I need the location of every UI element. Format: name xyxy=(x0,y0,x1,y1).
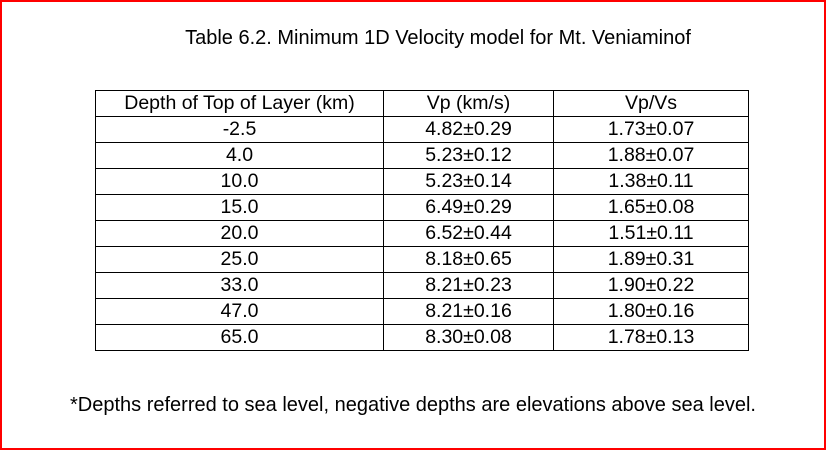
header-depth: Depth of Top of Layer (km) xyxy=(95,90,384,117)
cell-vp-vs: 1.88±0.07 xyxy=(553,142,749,169)
table-row: 15.0 6.49±0.29 1.65±0.08 xyxy=(95,194,749,221)
cell-vp-vs: 1.73±0.07 xyxy=(553,116,749,143)
cell-vp: 6.52±0.44 xyxy=(383,220,554,247)
table-row: -2.5 4.82±0.29 1.73±0.07 xyxy=(95,116,749,143)
cell-vp-vs: 1.89±0.31 xyxy=(553,246,749,273)
cell-vp-vs: 1.90±0.22 xyxy=(553,272,749,299)
table-row: 33.0 8.21±0.23 1.90±0.22 xyxy=(95,272,749,299)
table-row: 65.0 8.30±0.08 1.78±0.13 xyxy=(95,324,749,351)
velocity-model-table: Depth of Top of Layer (km) Vp (km/s) Vp/… xyxy=(95,90,749,351)
cell-vp: 8.21±0.23 xyxy=(383,272,554,299)
cell-depth: 10.0 xyxy=(95,168,384,195)
cell-vp: 5.23±0.14 xyxy=(383,168,554,195)
cell-vp: 8.21±0.16 xyxy=(383,298,554,325)
header-vp: Vp (km/s) xyxy=(383,90,554,117)
cell-depth: 4.0 xyxy=(95,142,384,169)
cell-vp-vs: 1.80±0.16 xyxy=(553,298,749,325)
cell-vp: 8.30±0.08 xyxy=(383,324,554,351)
cell-depth: 25.0 xyxy=(95,246,384,273)
cell-vp: 4.82±0.29 xyxy=(383,116,554,143)
table-header-row: Depth of Top of Layer (km) Vp (km/s) Vp/… xyxy=(95,90,749,117)
cell-depth: 65.0 xyxy=(95,324,384,351)
table-row: 25.0 8.18±0.65 1.89±0.31 xyxy=(95,246,749,273)
table-row: 47.0 8.21±0.16 1.80±0.16 xyxy=(95,298,749,325)
cell-depth: 33.0 xyxy=(95,272,384,299)
header-vp-vs: Vp/Vs xyxy=(553,90,749,117)
cell-vp: 6.49±0.29 xyxy=(383,194,554,221)
cell-depth: -2.5 xyxy=(95,116,384,143)
cell-depth: 47.0 xyxy=(95,298,384,325)
cell-vp-vs: 1.51±0.11 xyxy=(553,220,749,247)
cell-vp-vs: 1.65±0.08 xyxy=(553,194,749,221)
cell-vp-vs: 1.78±0.13 xyxy=(553,324,749,351)
table-row: 10.0 5.23±0.14 1.38±0.11 xyxy=(95,168,749,195)
cell-vp: 8.18±0.65 xyxy=(383,246,554,273)
cell-depth: 20.0 xyxy=(95,220,384,247)
table-row: 4.0 5.23±0.12 1.88±0.07 xyxy=(95,142,749,169)
cell-vp-vs: 1.38±0.11 xyxy=(553,168,749,195)
table-row: 20.0 6.52±0.44 1.51±0.11 xyxy=(95,220,749,247)
cell-depth: 15.0 xyxy=(95,194,384,221)
table-footnote: *Depths referred to sea level, negative … xyxy=(70,394,756,416)
table-title: Table 6.2. Minimum 1D Velocity model for… xyxy=(185,27,691,49)
cell-vp: 5.23±0.12 xyxy=(383,142,554,169)
